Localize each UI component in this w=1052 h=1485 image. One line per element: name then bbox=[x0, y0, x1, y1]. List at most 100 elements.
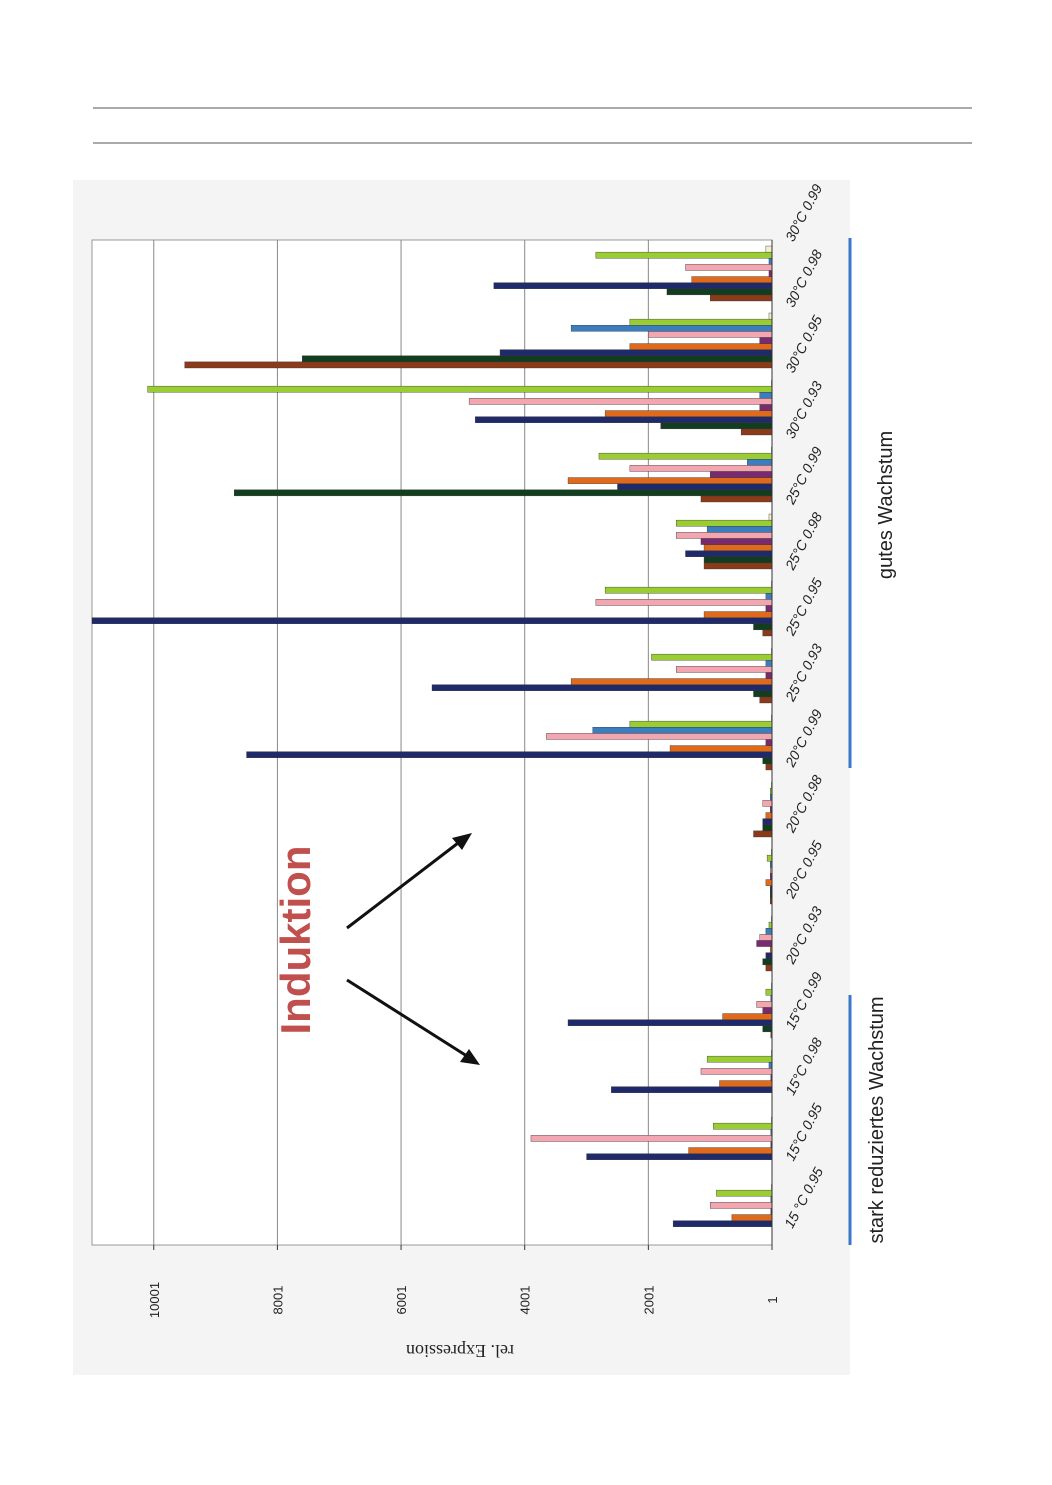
bar bbox=[567, 477, 773, 484]
bar bbox=[716, 1189, 773, 1197]
bar bbox=[765, 672, 773, 679]
bar bbox=[493, 282, 773, 289]
bar bbox=[703, 556, 773, 564]
bar bbox=[759, 392, 773, 399]
bar bbox=[703, 562, 773, 570]
axis-title: rel. Expression bbox=[406, 1341, 514, 1361]
bar bbox=[762, 1025, 773, 1033]
bar bbox=[147, 385, 773, 393]
bar bbox=[703, 611, 773, 618]
bar bbox=[706, 526, 773, 533]
bar bbox=[753, 690, 773, 698]
bar bbox=[617, 483, 773, 490]
bar bbox=[706, 1055, 773, 1063]
bar bbox=[570, 325, 773, 332]
bar bbox=[710, 1202, 773, 1209]
arrow bbox=[346, 978, 471, 1060]
bar bbox=[731, 1214, 773, 1221]
bar bbox=[765, 928, 773, 935]
bar bbox=[756, 1001, 773, 1008]
bar bbox=[302, 355, 773, 363]
bar bbox=[747, 459, 773, 466]
bar bbox=[685, 550, 773, 557]
bar bbox=[765, 593, 773, 600]
bar bbox=[570, 678, 773, 685]
bar bbox=[710, 471, 773, 478]
bar bbox=[765, 245, 773, 253]
bar bbox=[762, 629, 773, 637]
arrowhead bbox=[460, 1049, 480, 1065]
annotation: Induktion bbox=[272, 846, 319, 1035]
bar bbox=[233, 489, 773, 497]
bar bbox=[765, 739, 773, 746]
bar bbox=[604, 586, 773, 594]
bar bbox=[676, 532, 773, 539]
y-tick-label: 10001 bbox=[147, 1282, 162, 1318]
bar bbox=[762, 800, 773, 807]
bar bbox=[765, 964, 773, 972]
bar bbox=[604, 410, 773, 417]
bar bbox=[765, 812, 773, 819]
bar bbox=[672, 1220, 773, 1227]
bar bbox=[648, 331, 773, 338]
y-tick-label: 2001 bbox=[641, 1286, 656, 1315]
bar bbox=[184, 361, 773, 369]
y-tick-label: 1 bbox=[765, 1296, 780, 1303]
bar bbox=[765, 605, 773, 612]
bar bbox=[762, 757, 773, 765]
bar bbox=[475, 416, 773, 423]
bar bbox=[762, 824, 773, 832]
bar bbox=[688, 1147, 773, 1154]
bar bbox=[759, 337, 773, 344]
bar bbox=[700, 538, 773, 545]
bar bbox=[676, 519, 773, 527]
bar bbox=[546, 733, 773, 740]
bar bbox=[629, 720, 773, 728]
arrowhead bbox=[452, 833, 472, 850]
bar bbox=[762, 1007, 773, 1014]
bar bbox=[629, 465, 773, 472]
bar bbox=[766, 854, 773, 862]
bar bbox=[700, 1068, 773, 1075]
bar bbox=[765, 763, 773, 771]
bar bbox=[468, 398, 773, 405]
bar bbox=[722, 1013, 773, 1020]
bar bbox=[700, 495, 773, 503]
bar bbox=[713, 1122, 773, 1130]
bar bbox=[759, 934, 773, 941]
plot-area bbox=[91, 239, 773, 1246]
bar bbox=[753, 623, 773, 631]
bar bbox=[586, 1153, 773, 1160]
bar bbox=[703, 544, 773, 551]
bar bbox=[765, 952, 773, 959]
bar bbox=[499, 349, 773, 356]
bar bbox=[762, 818, 773, 825]
bar bbox=[567, 1019, 773, 1026]
bar bbox=[595, 599, 773, 606]
bar bbox=[91, 617, 773, 624]
y-tick-label: 8001 bbox=[270, 1286, 285, 1315]
bar bbox=[530, 1135, 773, 1142]
bar bbox=[759, 696, 773, 704]
bar bbox=[666, 288, 773, 296]
bar bbox=[753, 830, 773, 838]
bar bbox=[660, 422, 773, 430]
bar bbox=[762, 958, 773, 966]
bar bbox=[765, 879, 773, 886]
bar bbox=[629, 343, 773, 350]
bar bbox=[611, 1086, 773, 1093]
bar bbox=[598, 452, 773, 460]
y-tick-label: 4001 bbox=[518, 1286, 533, 1315]
bar bbox=[629, 318, 773, 326]
bar bbox=[765, 660, 773, 667]
bar bbox=[676, 666, 773, 673]
arrow bbox=[346, 838, 463, 930]
bar bbox=[759, 404, 773, 411]
bar bbox=[691, 276, 773, 283]
bar bbox=[756, 940, 773, 947]
bar bbox=[719, 1080, 773, 1087]
bar bbox=[740, 428, 773, 436]
annotation: gutes Wachstum bbox=[875, 431, 897, 579]
y-tick-label: 6001 bbox=[394, 1286, 409, 1315]
